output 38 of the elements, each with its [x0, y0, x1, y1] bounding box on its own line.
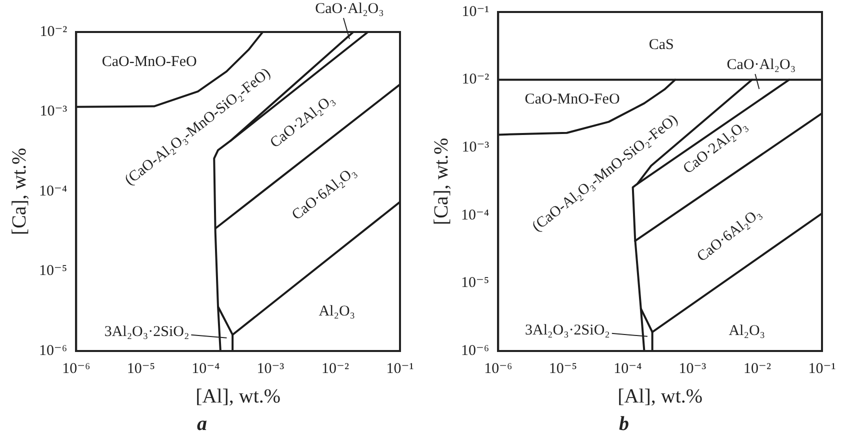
x-tick-label: 10⁻⁵: [548, 360, 577, 377]
x-tick-label: 10⁻³: [678, 360, 707, 377]
text: CaO·Al₂O₃: [315, 0, 384, 17]
annotation: CaO-MnO-FeO: [102, 54, 197, 70]
annotation: 3Al₂O₃·2SiO₂: [525, 322, 610, 338]
x-tick-label: 10⁻⁵: [126, 360, 155, 377]
y-tick-label: 10⁻³: [462, 140, 490, 156]
x-tick-label: 10⁻¹: [808, 360, 836, 377]
y-tick-label: 10⁻⁴: [460, 207, 490, 224]
y-tick-label: 10⁻¹: [462, 4, 490, 20]
text: a: [197, 413, 207, 436]
annotation: Al₂O₃: [318, 304, 355, 320]
y-tick-label: 10⁻⁵: [460, 275, 490, 292]
x-axis-title: [Al], wt.%: [618, 385, 703, 408]
x-tick-label: 10⁻⁴: [614, 360, 642, 377]
y-tick-label: 10⁻⁵: [38, 263, 68, 280]
x-tick-label: 10⁻²: [744, 360, 772, 377]
x-tick-label: 10⁻¹: [386, 360, 414, 377]
text: b: [619, 413, 629, 436]
x-tick-label: 10⁻⁴: [192, 360, 220, 377]
y-tick-label: 10⁻⁴: [38, 183, 68, 200]
y-axis-title: [Ca], wt.%: [8, 148, 30, 236]
x-tick-label: 10⁻²: [322, 360, 350, 377]
y-tick-label: 10⁻⁶: [460, 342, 490, 359]
annotation: CaO-MnO-FeO: [524, 92, 620, 108]
y-tick-label: 10⁻²: [40, 24, 68, 40]
annotation: CaS: [648, 36, 674, 53]
x-tick-label: 10⁻³: [256, 360, 285, 377]
y-axis-title: [Ca], wt.%: [430, 138, 452, 226]
y-tick-label: 10⁻³: [40, 104, 68, 120]
annotation: Al₂O₃: [728, 322, 766, 339]
x-tick-label: 10⁻⁶: [484, 360, 512, 377]
y-tick-label: 10⁻²: [462, 72, 490, 88]
x-axis-title: [Al], wt.%: [196, 385, 281, 408]
x-tick-label: 10⁻⁶: [62, 360, 90, 377]
y-tick-label: 10⁻⁶: [38, 342, 68, 359]
annotation: 3Al₂O₃·2SiO₂: [104, 324, 190, 340]
annotation: CaO·Al₂O₃: [726, 56, 796, 73]
